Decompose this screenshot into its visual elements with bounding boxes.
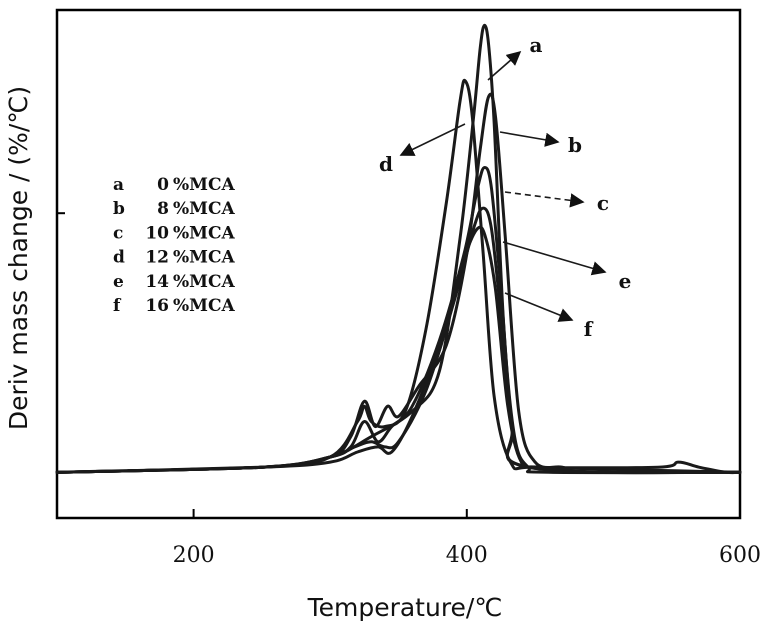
series-line-f	[55, 225, 742, 474]
x-tick-label: 600	[719, 543, 761, 568]
series-line-d	[55, 78, 742, 475]
legend-letter-d: d	[113, 248, 125, 268]
legend-letter-c: c	[113, 223, 123, 243]
legend-number-f: 16	[145, 296, 169, 316]
arrow-a	[487, 50, 522, 81]
curve-label-f: f	[584, 317, 594, 341]
arrow-f	[504, 292, 574, 322]
arrow-b	[499, 131, 560, 147]
arrow-e	[502, 241, 607, 276]
curve-label-b: b	[568, 133, 582, 157]
curve-label-c: c	[597, 191, 609, 215]
arrow-c	[504, 191, 585, 208]
plot-area-frame	[55, 8, 742, 520]
legend-letter-e: e	[113, 272, 124, 292]
legend-number-e: 14	[145, 272, 169, 292]
legend-unit-a: %MCA	[173, 175, 236, 195]
legend-unit-c: %MCA	[173, 223, 236, 243]
legend-number-d: 12	[145, 248, 169, 268]
legend-letter-b: b	[113, 199, 125, 219]
x-tick-label: 200	[173, 543, 215, 568]
curve-label-d: d	[379, 152, 393, 176]
legend-number-a: 0	[157, 175, 169, 195]
y-axis-title: Deriv mass change / (%/℃)	[4, 86, 33, 430]
curve-label-e: e	[619, 269, 632, 293]
legend-number-b: 8	[157, 199, 169, 219]
x-axis-title: Temperature/℃	[307, 593, 503, 622]
series-curves	[55, 23, 742, 475]
axis-ticks: 200 400 600	[57, 212, 761, 568]
legend-letter-f: f	[113, 296, 122, 316]
x-tick-label: 400	[446, 543, 488, 568]
arrow-d	[399, 123, 466, 156]
legend-unit-b: %MCA	[173, 199, 236, 219]
legend-unit-e: %MCA	[173, 272, 236, 292]
legend-unit-f: %MCA	[173, 296, 236, 316]
legend-letter-a: a	[113, 175, 124, 195]
legend-unit-d: %MCA	[173, 248, 236, 268]
curve-annotations: a b c d e f	[379, 33, 631, 341]
curve-label-a: a	[530, 33, 543, 57]
legend-number-c: 10	[145, 223, 169, 243]
